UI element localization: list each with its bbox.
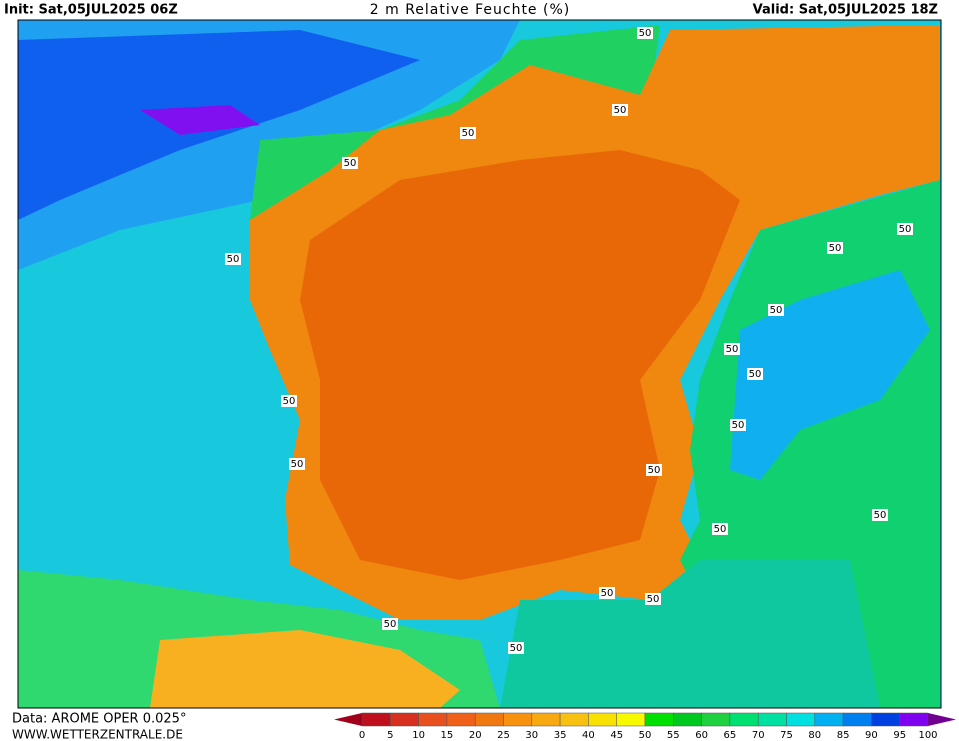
colorbar-segment: [446, 712, 476, 727]
contour-label: 50: [601, 588, 614, 599]
colorbar-segment: [644, 712, 674, 727]
contour-label: 50: [614, 105, 627, 116]
contour-label: 50: [770, 305, 783, 316]
colorbar-tick-label: 25: [497, 730, 510, 741]
colorbar-segment: [814, 712, 844, 727]
contour-label-box: [342, 157, 358, 169]
colorbar-tick-label: 100: [918, 730, 937, 741]
map: [17, 19, 942, 709]
contour-label: 50: [283, 396, 296, 407]
contour-label: 50: [829, 243, 842, 254]
contour-label: 50: [726, 344, 739, 355]
colorbar-tick-label: 5: [387, 730, 393, 741]
colorbar-tick-label: 65: [724, 730, 737, 741]
colorbar-segment: [729, 712, 759, 727]
mediterranean: [500, 560, 880, 708]
colorbar-tick-label: 35: [554, 730, 567, 741]
colorbar-segment: [418, 712, 448, 727]
colorbar-tick-label: 50: [639, 730, 652, 741]
contour-label-box: [382, 618, 398, 630]
map-title: 2 m Relative Feuchte (%): [370, 2, 570, 18]
contour-label-box: [281, 395, 297, 407]
contour-label-box: [646, 464, 662, 476]
colorbar-segment: [786, 712, 816, 727]
contour-labels: 50 50 50 50 50 50 50 50 50 50 50 50 50 50 50 50 50 50 50 50: [225, 27, 913, 654]
colorbar-segment: [871, 712, 900, 727]
valid-time: Valid: Sat,05JUL2025 18Z: [753, 3, 938, 18]
colorbar-tick-label: 75: [780, 730, 793, 741]
colorbar-segment: [899, 712, 929, 727]
contour-label: 50: [639, 28, 652, 39]
contour-label: 50: [749, 369, 762, 380]
contour-label-box: [724, 343, 740, 355]
contour-label-box: [637, 27, 653, 39]
colorbar-tick-label: 45: [610, 730, 623, 741]
alps-blue: [730, 270, 930, 480]
contour-label-box: [872, 509, 888, 521]
website: WWW.WETTERZENTRALE.DE: [12, 728, 183, 741]
contour-label: 50: [648, 465, 661, 476]
contour-label: 50: [344, 158, 357, 169]
contour-label-box: [289, 458, 305, 470]
data-source: Data: AROME OPER 0.025°: [12, 712, 186, 727]
colorbar-tick-label: 60: [695, 730, 708, 741]
colorbar-tick-label: 70: [752, 730, 765, 741]
contour-label-box: [712, 523, 728, 535]
contour-label: 50: [874, 510, 887, 521]
colorbar-tick-label: 15: [441, 730, 454, 741]
contour-label: 50: [647, 594, 660, 605]
contour-label: 50: [899, 224, 912, 235]
colorbar-tick-label: 95: [893, 730, 906, 741]
contour-label-box: [460, 127, 476, 139]
colorbar-tick-label: 80: [808, 730, 821, 741]
init-time: Init: Sat,05JUL2025 06Z: [4, 3, 178, 18]
contour-label: 50: [227, 254, 240, 265]
colorbar-tick-label: 30: [525, 730, 538, 741]
colorbar-segment: [559, 712, 589, 727]
colorbar-arrow: [334, 713, 362, 726]
contour-label-box: [645, 593, 661, 605]
map-frame: [17, 19, 942, 709]
contour-label: 50: [291, 459, 304, 470]
colorbar-segment: [361, 712, 391, 727]
contour-label-box: [747, 368, 763, 380]
colorbar-tick-label: 40: [582, 730, 595, 741]
colorbar: 0 5 10 15 20 25 30 35 40 45 50 55 60 65 70 75 80 85 90 95 10…: [334, 712, 956, 741]
contour-label: 50: [714, 524, 727, 535]
colorbar-tick-label: 10: [412, 730, 425, 741]
colorbar-segment: [757, 712, 787, 727]
contour-label: 50: [384, 619, 397, 630]
colorbar-arrow: [928, 713, 956, 726]
colorbar-segment: [673, 712, 702, 727]
colorbar-segment: [503, 712, 533, 727]
contour-label-box: [225, 253, 241, 265]
colorbar-segment: [390, 712, 419, 727]
colorbar-segment: [701, 712, 731, 727]
colorbar-tick-label: 85: [837, 730, 850, 741]
land-dark-orange: [300, 150, 740, 580]
north-purple: [140, 105, 260, 135]
colorbar-segment: [474, 712, 504, 727]
contour-label-box: [827, 242, 843, 254]
contour-label-box: [730, 419, 746, 431]
contour-label: 50: [462, 128, 475, 139]
spain-orange: [150, 630, 460, 708]
colorbar-tick-label: 90: [865, 730, 878, 741]
contour-label: 50: [510, 643, 523, 654]
colorbar-segment: [616, 712, 646, 727]
contour-label-box: [508, 642, 524, 654]
colorbar-tick-label: 0: [359, 730, 365, 741]
colorbar-tick-label: 20: [469, 730, 482, 741]
contour-label-box: [612, 104, 628, 116]
colorbar-segment: [842, 712, 872, 727]
contour-label: 50: [732, 420, 745, 431]
colorbar-segment: [588, 712, 617, 727]
contour-label-box: [599, 587, 615, 599]
colorbar-segment: [531, 712, 561, 727]
contour-label-box: [897, 223, 913, 235]
colorbar-tick-label: 55: [667, 730, 680, 741]
contour-label-box: [768, 304, 784, 316]
